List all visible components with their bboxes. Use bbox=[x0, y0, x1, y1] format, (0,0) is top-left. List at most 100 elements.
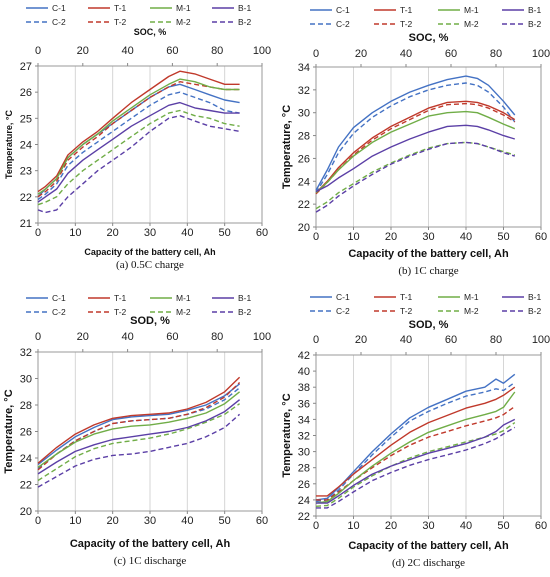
chart-caption: (c) 1C discharge bbox=[114, 555, 187, 567]
y-axis-title: Temperature, °C bbox=[3, 389, 15, 473]
series-line-t-1 bbox=[316, 386, 516, 497]
x2-tick-label: 80 bbox=[211, 45, 223, 57]
legend-label: C-1 bbox=[336, 292, 350, 302]
chart-panel-2: 0 10 20 30 40 50 600 20 40 60 80 10020222426283032C… bbox=[3, 293, 271, 567]
series-line-c-2 bbox=[315, 82, 516, 194]
legend-label: B-1 bbox=[528, 292, 542, 302]
y-tick-label: 26 bbox=[20, 87, 32, 99]
x2-tick-label: 80 bbox=[490, 48, 502, 60]
chart-caption: (a) 0.5C charge bbox=[116, 259, 184, 271]
x-tick-label: 50 bbox=[497, 520, 509, 532]
y-tick-label: 24 bbox=[298, 495, 310, 507]
x-tick-label: 0 bbox=[35, 227, 41, 239]
series-line-t-2 bbox=[37, 80, 240, 198]
y-tick-label: 42 bbox=[298, 350, 310, 362]
x-tick-label: 30 bbox=[144, 227, 156, 239]
x2-tick-label: 40 bbox=[400, 48, 412, 60]
series-line-c-2 bbox=[315, 381, 516, 503]
y-axis-title: Temperature, °C bbox=[281, 105, 293, 189]
x-tick-label: 40 bbox=[181, 515, 193, 527]
y-tick-label: 30 bbox=[298, 447, 310, 459]
x-tick-label: 60 bbox=[535, 231, 547, 243]
legend-label: B-2 bbox=[528, 306, 542, 316]
y-tick-label: 26 bbox=[20, 427, 32, 439]
x-tick-label: 20 bbox=[107, 515, 119, 527]
y-tick-label: 24 bbox=[298, 176, 310, 188]
y-tick-label: 36 bbox=[298, 398, 310, 410]
y-tick-label: 30 bbox=[298, 108, 310, 120]
y-tick-label: 20 bbox=[20, 506, 32, 518]
x2-tick-label: 100 bbox=[532, 48, 550, 60]
legend-label: C-1 bbox=[52, 3, 66, 13]
series-line-m-2 bbox=[37, 109, 240, 206]
y-tick-label: 22 bbox=[298, 511, 310, 523]
legend-label: T-1 bbox=[114, 293, 127, 303]
chart-panel-3: 0 10 20 30 40 50 60 0 20 40 60 80 100 22 24 26 28 30 32 34 3… bbox=[281, 292, 550, 569]
series-line-c-1 bbox=[37, 83, 240, 198]
series-line-t-2 bbox=[315, 102, 516, 195]
x2-axis-title: SOD, % bbox=[130, 315, 170, 327]
x2-tick-label: 0 bbox=[313, 334, 319, 346]
series-line-m-1 bbox=[315, 391, 516, 504]
x-tick-label: 10 bbox=[347, 231, 359, 243]
x2-tick-label: 20 bbox=[355, 48, 367, 60]
x-tick-label: 40 bbox=[460, 231, 472, 243]
legend-label: B-2 bbox=[528, 19, 542, 29]
legend-label: T-1 bbox=[114, 3, 127, 13]
series-line-m-2 bbox=[315, 422, 516, 507]
legend-label: C-1 bbox=[336, 5, 350, 15]
x2-tick-label: 40 bbox=[121, 45, 133, 57]
y-tick-label: 28 bbox=[20, 400, 32, 412]
x-tick-label: 40 bbox=[181, 227, 193, 239]
x-axis-title: Capacity of the battery cell, Ah bbox=[348, 540, 509, 552]
legend-label: B-1 bbox=[528, 5, 542, 15]
x2-axis-title: SOC, % bbox=[134, 27, 167, 37]
x2-tick-label: 60 bbox=[445, 334, 457, 346]
legend-label: M-1 bbox=[464, 5, 479, 15]
x2-tick-label: 20 bbox=[355, 334, 367, 346]
x-tick-label: 10 bbox=[69, 227, 81, 239]
x-tick-label: 40 bbox=[460, 520, 472, 532]
legend-label: T-1 bbox=[400, 292, 413, 302]
legend-label: B-2 bbox=[238, 307, 252, 317]
x2-tick-label: 100 bbox=[532, 334, 550, 346]
x2-tick-label: 0 bbox=[35, 331, 41, 343]
x-tick-label: 0 bbox=[313, 520, 319, 532]
chart-caption: (d) 2C discharge bbox=[392, 557, 465, 569]
y-tick-label: 40 bbox=[298, 366, 310, 378]
x2-tick-label: 60 bbox=[166, 331, 178, 343]
y-tick-label: 34 bbox=[298, 414, 310, 426]
chart-caption: (b) 1C charge bbox=[398, 265, 458, 277]
chart-panel-0: 0 10 20 30 40 50 60 0 20 40 60 80 100 21 22 23 24 25 26 27 C… bbox=[4, 3, 271, 271]
y-tick-label: 25 bbox=[20, 113, 32, 125]
series-line-m-1 bbox=[37, 78, 240, 195]
legend-label: M-1 bbox=[176, 293, 191, 303]
legend-label: M-2 bbox=[176, 17, 191, 27]
x2-tick-label: 40 bbox=[400, 334, 412, 346]
x-tick-label: 10 bbox=[69, 515, 81, 527]
y-tick-label: 26 bbox=[298, 479, 310, 491]
legend-label: C-2 bbox=[52, 17, 66, 27]
x-tick-label: 20 bbox=[385, 520, 397, 532]
series-line-c-1 bbox=[315, 75, 516, 191]
series-line-m-1 bbox=[315, 110, 516, 194]
y-tick-label: 20 bbox=[298, 222, 310, 234]
series-line-m-2 bbox=[315, 141, 516, 210]
x2-tick-label: 80 bbox=[490, 334, 502, 346]
x-tick-label: 60 bbox=[256, 515, 268, 527]
y-tick-label: 21 bbox=[20, 218, 32, 230]
series-line-b-2 bbox=[37, 413, 241, 488]
x-tick-label: 50 bbox=[497, 231, 509, 243]
legend-label: M-1 bbox=[464, 292, 479, 302]
series-line-t-1 bbox=[37, 376, 241, 464]
x-tick-label: 0 bbox=[35, 515, 41, 527]
chart-panel-1: 0 10 20 30 40 50 600 20 40 60 80 100202224262830323… bbox=[281, 5, 550, 277]
y-tick-label: 34 bbox=[298, 62, 310, 74]
y-tick-label: 32 bbox=[298, 85, 310, 97]
y-tick-label: 26 bbox=[298, 153, 310, 165]
x-tick-label: 10 bbox=[347, 520, 359, 532]
x-tick-label: 20 bbox=[385, 231, 397, 243]
y-tick-label: 22 bbox=[20, 480, 32, 492]
